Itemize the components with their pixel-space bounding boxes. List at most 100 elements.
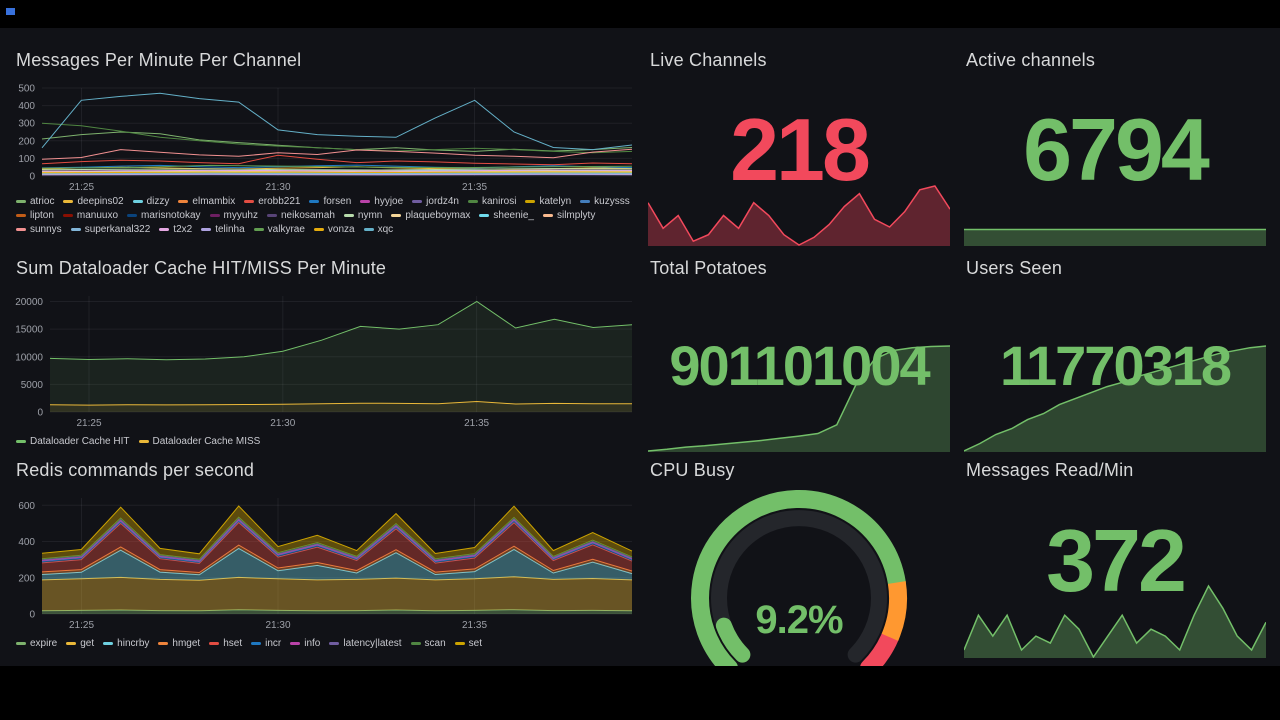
legend-color-swatch <box>253 228 264 231</box>
legend-item[interactable]: atrioc <box>16 196 54 207</box>
legend-color-swatch <box>251 642 262 645</box>
legend-item[interactable]: set <box>454 638 483 649</box>
legend-item[interactable]: kanirosi <box>467 196 516 207</box>
legend-color-swatch <box>70 228 81 231</box>
legend-item[interactable]: manuuxo <box>62 210 118 221</box>
legend-color-swatch <box>16 228 26 231</box>
legend-label: set <box>468 638 483 649</box>
legend-label: scan <box>424 638 446 649</box>
legend-label: telinha <box>215 224 245 235</box>
legend-color-swatch <box>412 200 423 203</box>
legend-item[interactable]: deepins02 <box>63 196 124 207</box>
dataloader-legend: Dataloader Cache HIT Dataloader Cache MIS… <box>16 436 634 447</box>
legend-label: hset <box>223 638 243 649</box>
panel-title: Sum Dataloader Cache HIT/MISS Per Minute <box>16 258 387 278</box>
messages-chart[interactable]: 0 100 200 300 400 500 21:25 21:30 21:35 <box>8 82 636 194</box>
users-seen-sparkline <box>964 344 1266 452</box>
legend-item[interactable]: incr <box>251 638 281 649</box>
legend-label: hyyjoe <box>374 196 404 207</box>
legend-item[interactable]: info <box>290 638 320 649</box>
legend-item[interactable]: jordz4n <box>412 196 459 207</box>
legend-color-swatch <box>580 200 591 203</box>
messages-read-value: 372 <box>1046 511 1187 610</box>
legend-color-swatch <box>542 214 553 217</box>
legend-item[interactable]: vonza <box>313 224 355 235</box>
legend-item[interactable]: katelyn <box>525 196 571 207</box>
panel-redis-commands: Redis commands per second 0 200 400 600 21:2… <box>8 460 636 662</box>
legend-item[interactable]: sheenie_ <box>479 210 534 221</box>
legend-label: superkanal322 <box>84 224 151 235</box>
legend-label: nymn <box>357 210 383 221</box>
legend-item[interactable]: hincrby <box>103 638 149 649</box>
svg-text:500: 500 <box>18 84 35 95</box>
panel-title: CPU Busy <box>650 460 735 480</box>
active-channels-value: 6794 <box>1023 100 1210 199</box>
legend-color-swatch <box>360 200 371 203</box>
panel-title: Redis commands per second <box>16 460 255 480</box>
legend-item[interactable]: xqc <box>363 224 393 235</box>
panel-messages-per-minute: Messages Per Minute Per Channel 0 100 200 3… <box>8 50 636 250</box>
legend-item[interactable]: telinha <box>201 224 245 235</box>
legend-item[interactable]: kuzysss <box>580 196 630 207</box>
dataloader-chart[interactable]: 0 5000 10000 15000 20000 21:25 21:30 21:35 <box>8 290 636 430</box>
legend-item[interactable]: scan <box>410 638 446 649</box>
legend-item[interactable]: hyyjoe <box>360 196 403 207</box>
panel-messages-read-min: Messages Read/Min 372 <box>962 460 1268 662</box>
legend-color-swatch <box>309 200 320 203</box>
panel-total-potatoes: Total Potatoes 901101004 <box>646 258 952 458</box>
legend-item[interactable]: plaqueboymax <box>391 210 470 221</box>
messages-read-sparkline <box>964 584 1266 658</box>
legend-item[interactable]: nymn <box>343 210 383 221</box>
legend-color-swatch <box>343 214 354 217</box>
panel-users-seen: Users Seen 11770318 <box>962 258 1268 458</box>
redis-chart[interactable]: 0 200 400 600 21:25 21:30 21:35 <box>8 492 636 632</box>
legend-item[interactable]: marisnotokay <box>127 210 201 221</box>
legend-color-swatch <box>103 642 114 645</box>
svg-text:21:25: 21:25 <box>69 182 94 193</box>
legend-label: hmget <box>172 638 201 649</box>
legend-label: incr <box>265 638 282 649</box>
legend-item[interactable]: elmambix <box>178 196 235 207</box>
legend-label: vonza <box>327 224 355 235</box>
panel-cpu-busy: CPU Busy 9.2% <box>646 460 952 670</box>
legend-color-swatch <box>410 642 421 645</box>
legend-item[interactable]: silmplyty <box>542 210 596 221</box>
legend-color-swatch <box>329 642 340 645</box>
legend-item[interactable]: myyuhz <box>209 210 258 221</box>
legend-label: marisnotokay <box>141 210 201 221</box>
legend-item[interactable]: get <box>66 638 94 649</box>
legend-label: atrioc <box>30 196 55 207</box>
legend-item[interactable]: latency|latest <box>329 638 402 649</box>
legend-item[interactable]: neikosamah <box>266 210 335 221</box>
legend-label: silmplyty <box>556 210 596 221</box>
legend-item[interactable]: forsen <box>309 196 351 207</box>
legend-item[interactable]: expire <box>16 638 57 649</box>
svg-text:100: 100 <box>18 154 35 165</box>
legend-color-swatch <box>209 642 220 645</box>
svg-text:600: 600 <box>18 501 35 512</box>
legend-item[interactable]: hmget <box>158 638 200 649</box>
legend-item[interactable]: lipton <box>16 210 54 221</box>
legend-item[interactable]: erobb221 <box>244 196 300 207</box>
legend-item[interactable]: superkanal322 <box>70 224 151 235</box>
panel-dataloader-cache: Sum Dataloader Cache HIT/MISS Per Minute… <box>8 258 636 456</box>
legend-item[interactable]: t2x2 <box>159 224 192 235</box>
legend-color-swatch <box>266 214 277 217</box>
top-black-bar <box>0 0 1280 28</box>
svg-text:21:30: 21:30 <box>265 620 290 631</box>
legend-item[interactable]: sunnys <box>16 224 62 235</box>
cpu-gauge-value: 9.2% <box>755 598 843 642</box>
legend-item[interactable]: Dataloader Cache MISS <box>138 436 260 447</box>
legend-color-swatch <box>62 214 73 217</box>
legend-label: jordz4n <box>426 196 459 207</box>
legend-label: deepins02 <box>77 196 124 207</box>
legend-item[interactable]: hset <box>209 638 242 649</box>
legend-color-swatch <box>479 214 490 217</box>
legend-item[interactable]: Dataloader Cache HIT <box>16 436 130 447</box>
legend-item[interactable]: valkyrae <box>253 224 305 235</box>
legend-color-swatch <box>391 214 402 217</box>
legend-item[interactable]: dizzy <box>132 196 169 207</box>
legend-label: expire <box>30 638 58 649</box>
legend-label: lipton <box>30 210 54 221</box>
legend-label: sunnys <box>30 224 62 235</box>
